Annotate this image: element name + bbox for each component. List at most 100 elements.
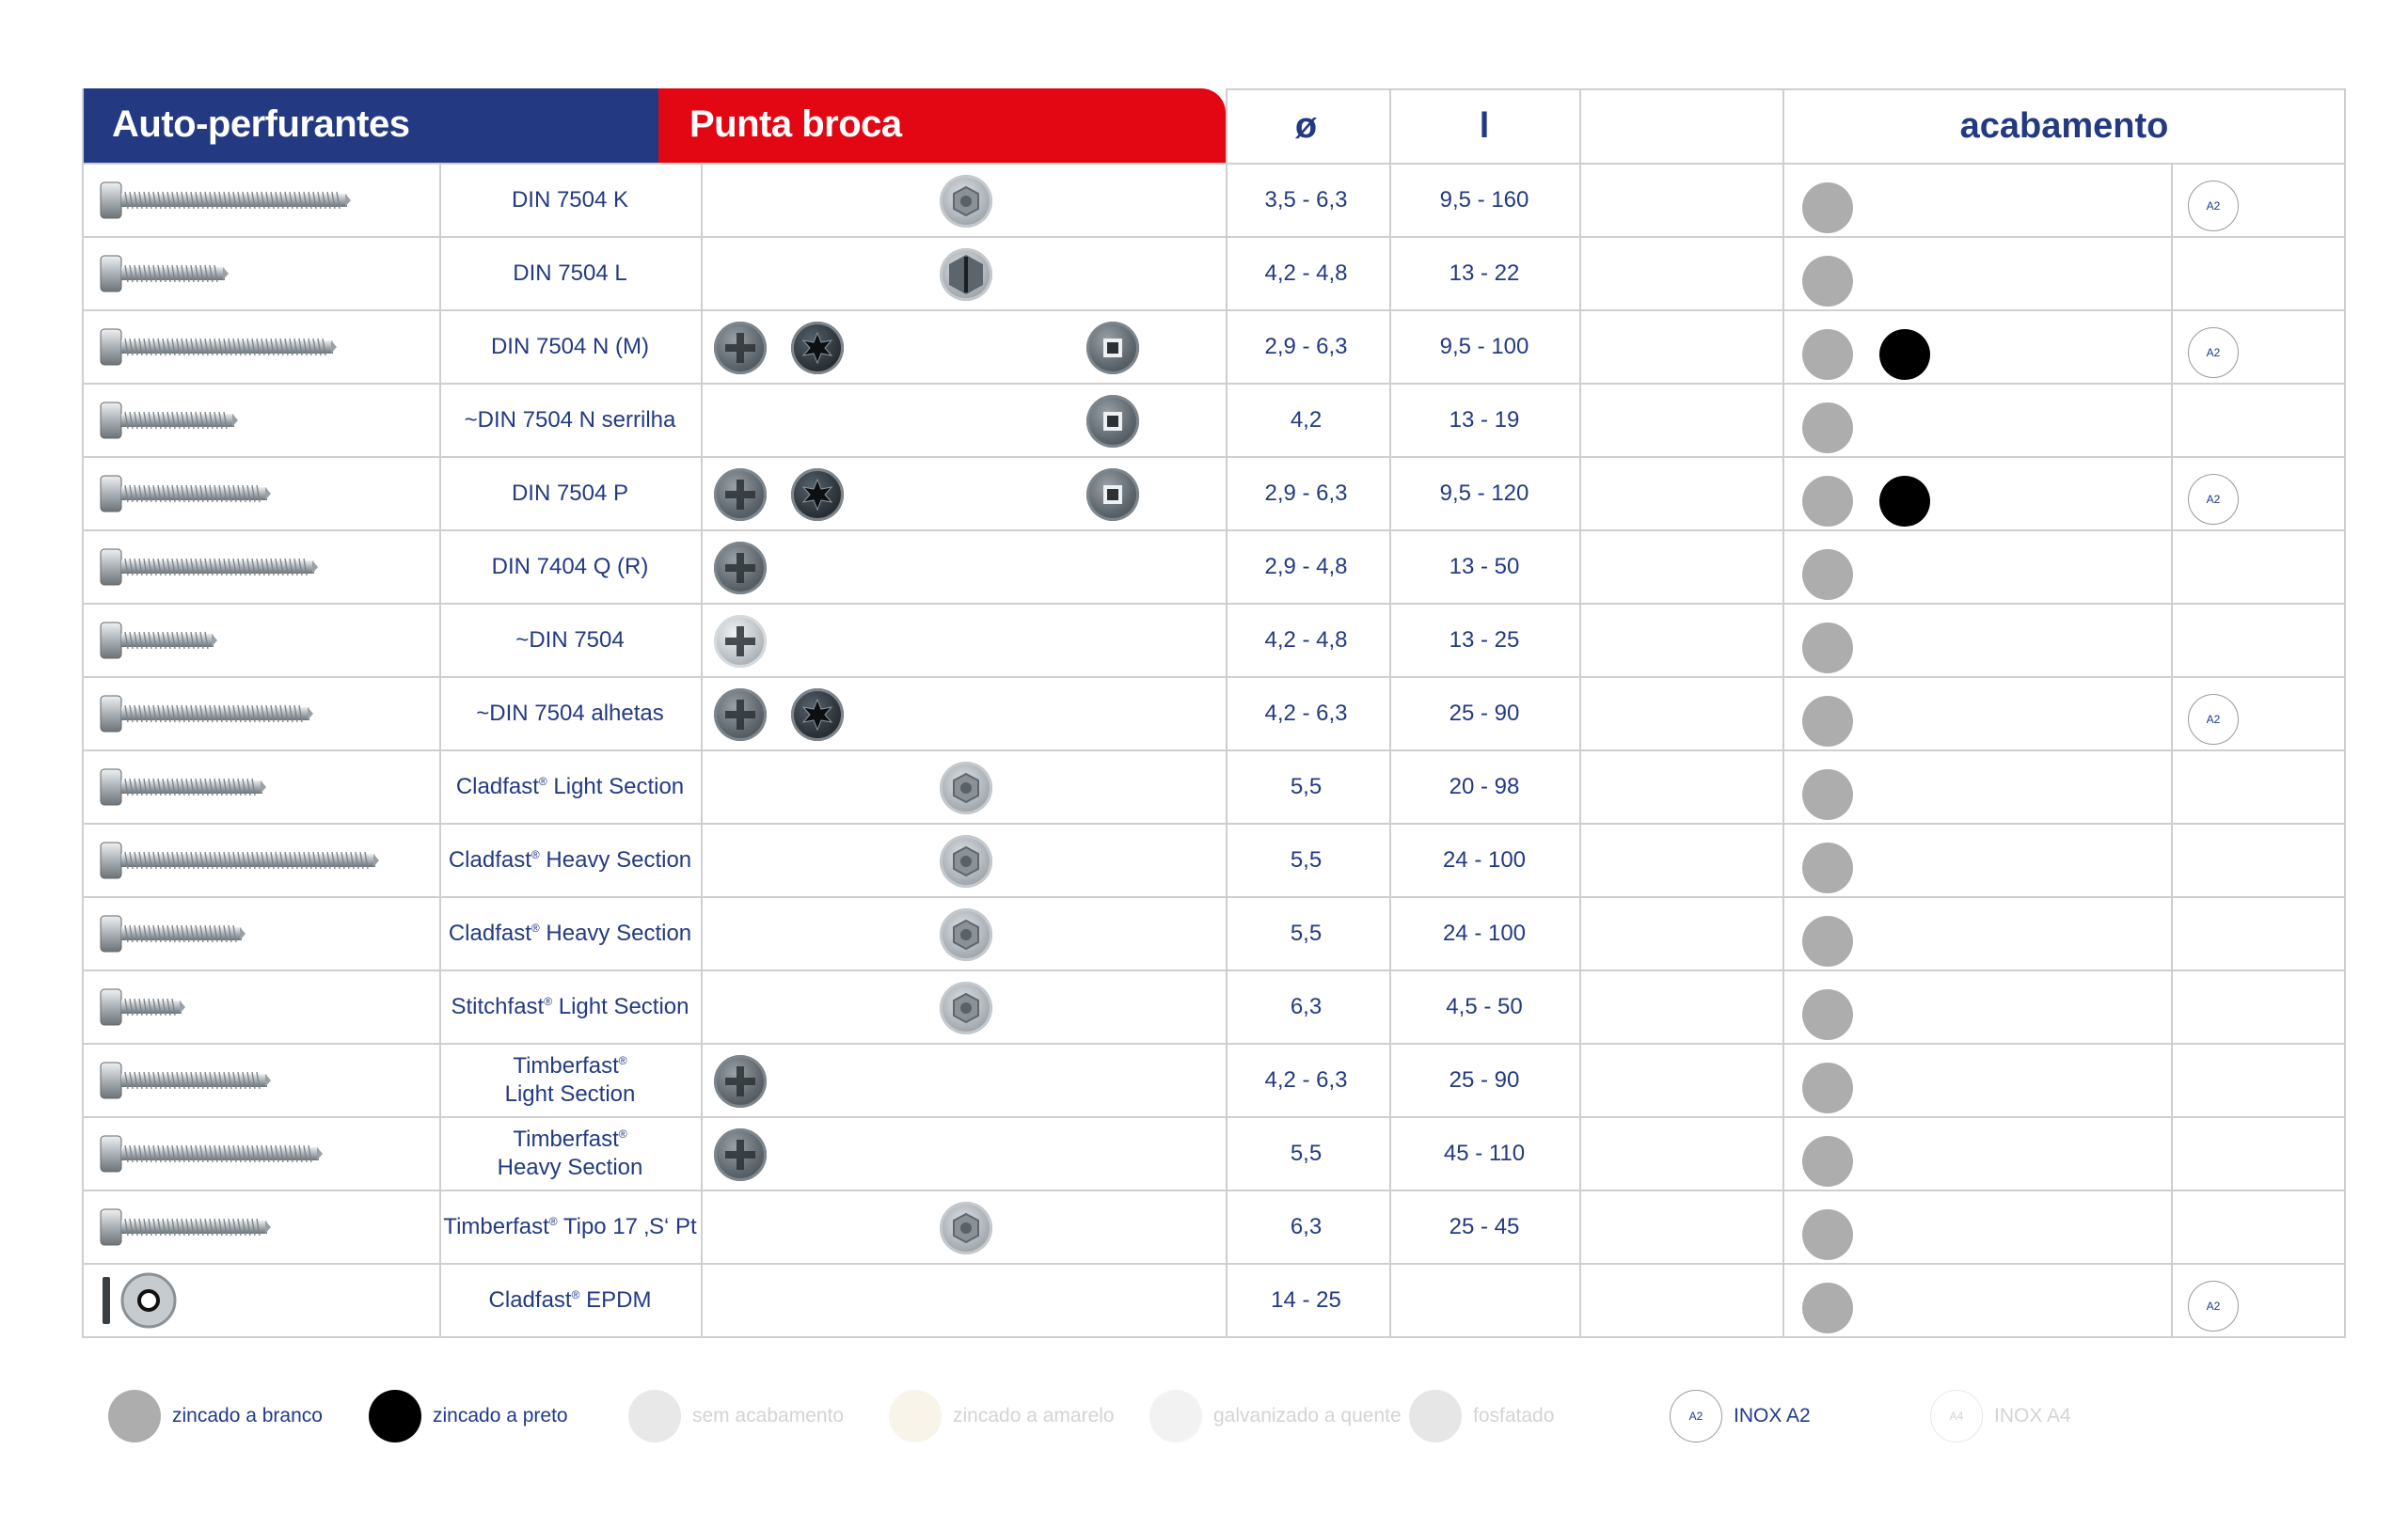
legend-label: INOX A4: [1994, 1405, 2071, 1427]
phillips-head-icon: [714, 542, 767, 594]
length-value: 4,5 - 50: [1446, 994, 1523, 1019]
hex-slot-head-icon: [940, 248, 992, 301]
finish-white-zinc-dot: [1802, 1283, 1853, 1333]
screw-image: [100, 988, 185, 1026]
table-row: Timberfast® Heavy Section 5,5 45 - 110: [82, 1117, 2346, 1190]
inox-a2-badge: A2: [2188, 474, 2239, 525]
finish-white-zinc-dot: [1802, 1063, 1853, 1113]
screw-image: [100, 695, 313, 733]
grid-row-line: [82, 1116, 2346, 1118]
finish-black-zinc-dot: [1879, 329, 1930, 380]
diameter-value: 5,5: [1290, 921, 1323, 946]
legend-label: INOX A2: [1734, 1405, 1811, 1427]
phillips-head-icon: [714, 688, 767, 741]
registered-mark: ®: [571, 1288, 580, 1301]
registered-mark: ®: [531, 848, 540, 861]
length-value: 20 - 98: [1449, 774, 1520, 799]
diameter-value: 6,3: [1290, 994, 1323, 1019]
length-value: 13 - 22: [1449, 260, 1520, 286]
registered-mark: ®: [538, 775, 547, 788]
finish-white-zinc-dot: [1802, 182, 1853, 233]
finish-white-zinc-dot: [1802, 329, 1853, 380]
hex-washer-head-icon: [940, 908, 992, 961]
grid-row-line: [82, 309, 2346, 311]
table-row: DIN 7504 L 4,2 - 4,8 13 - 22: [82, 237, 2346, 310]
phillips-head-icon: [714, 1055, 767, 1108]
screw-image: [100, 842, 379, 879]
grid-row-line: [82, 1336, 2346, 1338]
legend-label: zincado a branco: [172, 1405, 323, 1427]
product-name: Stitchfast® Light Section: [451, 994, 689, 1019]
product-name: DIN 7504 K: [511, 187, 629, 213]
diameter-value: 6,3: [1290, 1214, 1323, 1239]
screw-image: [100, 622, 217, 659]
grid-col-line: [701, 164, 703, 1337]
legend-swatch: [1149, 1390, 1202, 1442]
column-header-finish: acabamento: [1959, 106, 2169, 146]
screw-image: [103, 1272, 177, 1329]
screw-image: [100, 548, 318, 586]
hex-washer-head-icon: [940, 1202, 992, 1254]
table-row: DIN 7404 Q (R) 2,9 - 4,8 13 - 50: [82, 530, 2346, 604]
diameter-value: 4,2: [1290, 407, 1323, 433]
table-row: Stitchfast® Light Section 6,3 4,5 - 50: [82, 970, 2346, 1044]
torx-head-icon: [791, 322, 844, 374]
legend-label: fosfatado: [1473, 1405, 1555, 1427]
product-name: Cladfast® EPDM: [488, 1287, 652, 1313]
table-row: DIN 7504 P 2,9 - 6,3 9,5 - 120 A2: [82, 457, 2346, 530]
grid-row-line: [82, 823, 2346, 825]
legend-item: galvanizado a quente: [1149, 1388, 1402, 1444]
diameter-value: 5,5: [1290, 774, 1323, 799]
legend-swatch: [628, 1390, 681, 1442]
diameter-value: 4,2 - 4,8: [1264, 260, 1348, 286]
screw-image: [100, 255, 229, 292]
column-header-length: l: [1479, 106, 1490, 146]
legend-swatch: [369, 1390, 421, 1442]
product-name: Cladfast® Heavy Section: [448, 921, 692, 946]
table-row: DIN 7504 K 3,5 - 6,3 9,5 - 160 A2: [82, 164, 2346, 237]
legend-label: galvanizado a quente: [1213, 1405, 1402, 1427]
registered-mark: ®: [618, 1054, 627, 1067]
table-row: ~DIN 7504 4,2 - 4,8 13 - 25: [82, 604, 2346, 677]
product-name: ~DIN 7504 alhetas: [476, 701, 664, 726]
grid-row-line: [82, 529, 2346, 531]
inox-a2-badge: A2: [2188, 1281, 2239, 1332]
legend-swatch: [889, 1390, 942, 1442]
phillips-head-icon: [714, 615, 767, 668]
legend-swatch: [108, 1390, 161, 1442]
product-name: ~DIN 7504: [515, 627, 625, 653]
diameter-value: 5,5: [1290, 847, 1323, 873]
legend-item: zincado a branco: [108, 1388, 323, 1444]
grid-col-line: [1226, 88, 1228, 1337]
grid-col-line: [2171, 164, 2173, 1337]
length-value: [1389, 1264, 1579, 1337]
grid-row-line: [82, 1043, 2346, 1045]
legend-item: A2 INOX A2: [1670, 1388, 1811, 1444]
length-value: 9,5 - 100: [1439, 334, 1529, 359]
hex-washer-head-icon: [940, 982, 992, 1034]
grid-row-line: [82, 749, 2346, 751]
legend-label: zincado a amarelo: [953, 1405, 1115, 1427]
length-value: 13 - 25: [1449, 627, 1520, 653]
grid-row-line: [82, 383, 2346, 385]
length-value: 45 - 110: [1443, 1141, 1526, 1166]
screw-image: [100, 915, 246, 953]
table-row: Timberfast® Light Section 4,2 - 6,3 25 - 90: [82, 1044, 2346, 1117]
finish-white-zinc-dot: [1802, 989, 1853, 1040]
diameter-value: 2,9 - 6,3: [1264, 334, 1348, 359]
diameter-value: 5,5: [1290, 1141, 1323, 1166]
product-name: DIN 7504 L: [513, 260, 627, 286]
product-name: Cladfast® Light Section: [455, 774, 685, 799]
grid-row-line: [82, 603, 2346, 605]
grid-col-line: [1389, 88, 1391, 1337]
product-name: Cladfast® Heavy Section: [448, 847, 692, 873]
screw-image: [100, 402, 238, 439]
length-value: 13 - 50: [1449, 554, 1520, 579]
table-row: ~DIN 7504 alhetas 4,2 - 6,3 25 - 90 A2: [82, 677, 2346, 750]
finish-black-zinc-dot: [1879, 476, 1930, 527]
table-row: Cladfast® Light Section 5,5 20 - 98: [82, 750, 2346, 824]
torx-head-icon: [791, 468, 844, 521]
finish-white-zinc-dot: [1802, 476, 1853, 527]
table-row: DIN 7504 N (M) 2,9 - 6,3 9,5 - 100 A2: [82, 310, 2346, 384]
phillips-head-icon: [714, 322, 767, 374]
